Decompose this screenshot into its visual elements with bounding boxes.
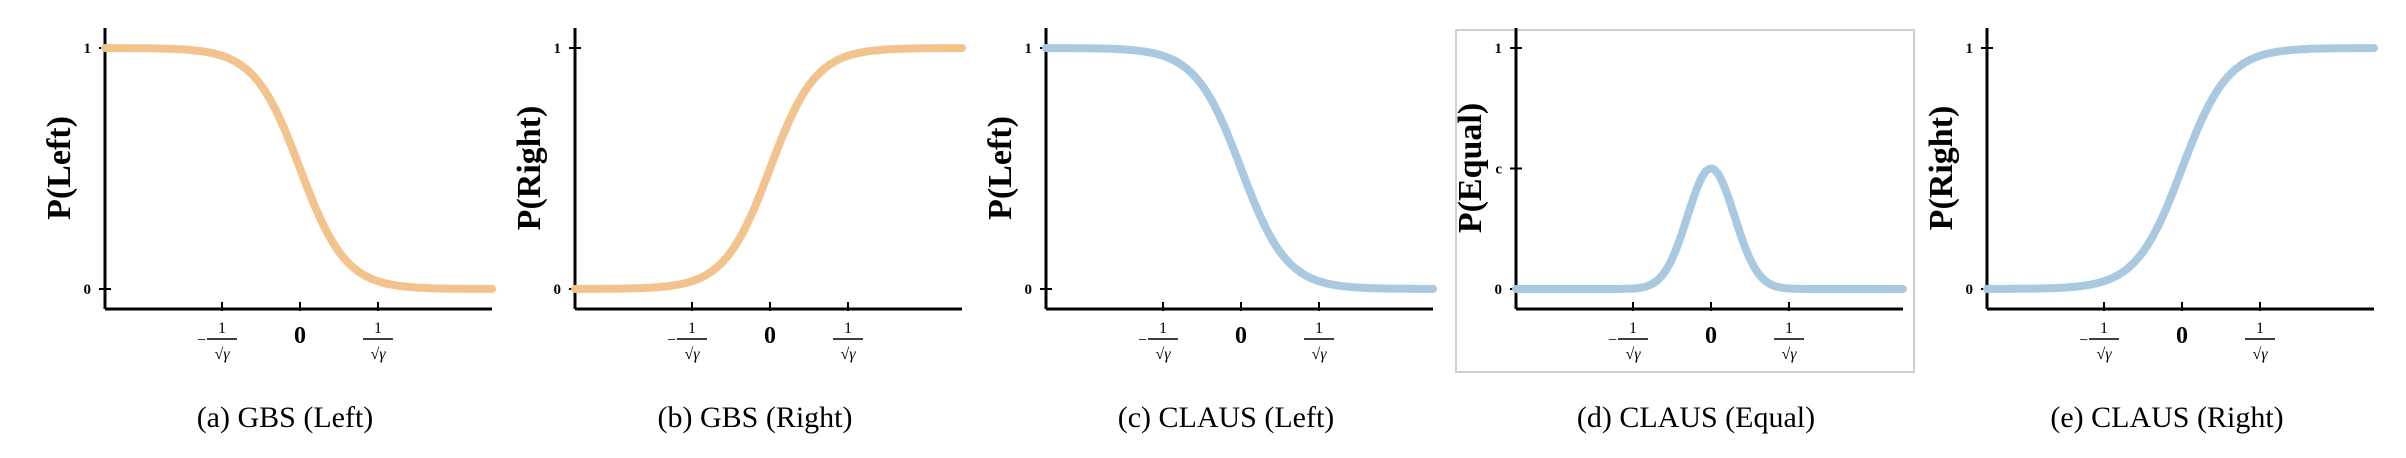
frac-numerator: 1 [218, 320, 226, 337]
frac-denominator: √γ [214, 346, 230, 363]
frac-numerator: 1 [2100, 320, 2108, 337]
series-line [571, 44, 966, 293]
frac-denominator: √γ [684, 346, 700, 363]
series-line [101, 44, 496, 293]
series-line [1512, 164, 1907, 293]
x-tick-label-zero: 0 [1235, 323, 1247, 349]
minus-sign: − [1138, 332, 1147, 349]
x-tick-label-pos: 1 √γ [833, 320, 863, 363]
frac-denominator: √γ [370, 346, 386, 363]
y-tick-label: 0 [1495, 282, 1503, 298]
y-tick-label: 0 [1966, 282, 1974, 298]
panel-caption: (d) CLAUS (Equal) [1577, 401, 1815, 434]
panel-caption: (c) CLAUS (Left) [1118, 401, 1335, 434]
series-line [1983, 44, 2378, 293]
minus-sign: − [2079, 332, 2088, 349]
x-tick-label-neg: −1 √γ [667, 320, 707, 363]
frac-denominator: √γ [1311, 346, 1327, 363]
y-tick-label: 0 [84, 282, 92, 298]
frac-denominator: √γ [840, 346, 856, 363]
frac-numerator: 1 [844, 320, 852, 337]
panel-caption: (b) GBS (Right) [658, 401, 853, 434]
x-tick-label-pos: 1 √γ [1304, 320, 1334, 363]
frac-numerator: 1 [374, 320, 382, 337]
x-tick-label-neg: −1 √γ [2079, 320, 2119, 363]
y-tick-label: 0 [1025, 282, 1033, 298]
y-axis-label: P(Left) [41, 116, 78, 220]
frac-numerator: 1 [1315, 320, 1323, 337]
minus-sign: − [667, 332, 676, 349]
chart-panel-1: 01−1√γ0 1√γP(Left)(a) GBS (Left) [41, 28, 496, 434]
panel-frame [1455, 29, 1915, 373]
frac-denominator: √γ [2252, 346, 2268, 363]
chart-panel-2: 01−1√γ0 1√γP(Right)(b) GBS (Right) [511, 28, 966, 434]
x-tick-label-neg: −1 √γ [1608, 320, 1648, 363]
frac-denominator: √γ [1155, 346, 1171, 363]
y-axis-label: P(Left) [982, 116, 1019, 220]
minus-sign: − [1608, 332, 1617, 349]
y-tick-label: 1 [554, 41, 562, 57]
x-tick-label-neg: −1 √γ [1138, 320, 1178, 363]
panel-caption: (e) CLAUS (Right) [2050, 401, 2283, 434]
x-tick-label-zero: 0 [764, 323, 776, 349]
y-axis-label: P(Equal) [1452, 103, 1489, 233]
x-tick-label-pos: 1 √γ [1774, 320, 1804, 363]
y-tick-label: 1 [1025, 41, 1033, 57]
frac-numerator: 1 [1159, 320, 1167, 337]
frac-denominator: √γ [1625, 346, 1641, 363]
x-tick-label-zero: 0 [2176, 323, 2188, 349]
x-tick-label-neg: −1 √γ [197, 320, 237, 363]
y-axis-label: P(Right) [1923, 106, 1960, 231]
series-line [1042, 44, 1437, 293]
x-tick-label-zero: 0 [1705, 323, 1717, 349]
frac-numerator: 1 [2256, 320, 2264, 337]
y-tick-label: 1 [84, 41, 92, 57]
chart-panel-3: 01−1√γ0 1√γP(Left)(c) CLAUS (Left) [982, 28, 1437, 434]
y-tick-label: 1 [1495, 41, 1503, 57]
frac-numerator: 1 [1629, 320, 1637, 337]
frac-numerator: 1 [688, 320, 696, 337]
frac-numerator: 1 [1785, 320, 1793, 337]
frac-denominator: √γ [1781, 346, 1797, 363]
x-tick-label-zero: 0 [294, 323, 306, 349]
x-tick-label-pos: 1 √γ [363, 320, 393, 363]
y-tick-label: 1 [1966, 41, 1974, 57]
minus-sign: − [197, 332, 206, 349]
panel-caption: (a) GBS (Left) [197, 401, 374, 434]
chart-panel-5: 01−1√γ0 1√γP(Right)(e) CLAUS (Right) [1923, 28, 2378, 434]
x-tick-label-pos: 1 √γ [2245, 320, 2275, 363]
y-axis-label: P(Right) [511, 106, 548, 231]
y-tick-label: c [1495, 162, 1502, 178]
y-tick-label: 0 [554, 282, 562, 298]
frac-denominator: √γ [2096, 346, 2112, 363]
chart-panel-4: 0c1−1√γ0 1√γP(Equal)(d) CLAUS (Equal) [1452, 28, 1915, 434]
